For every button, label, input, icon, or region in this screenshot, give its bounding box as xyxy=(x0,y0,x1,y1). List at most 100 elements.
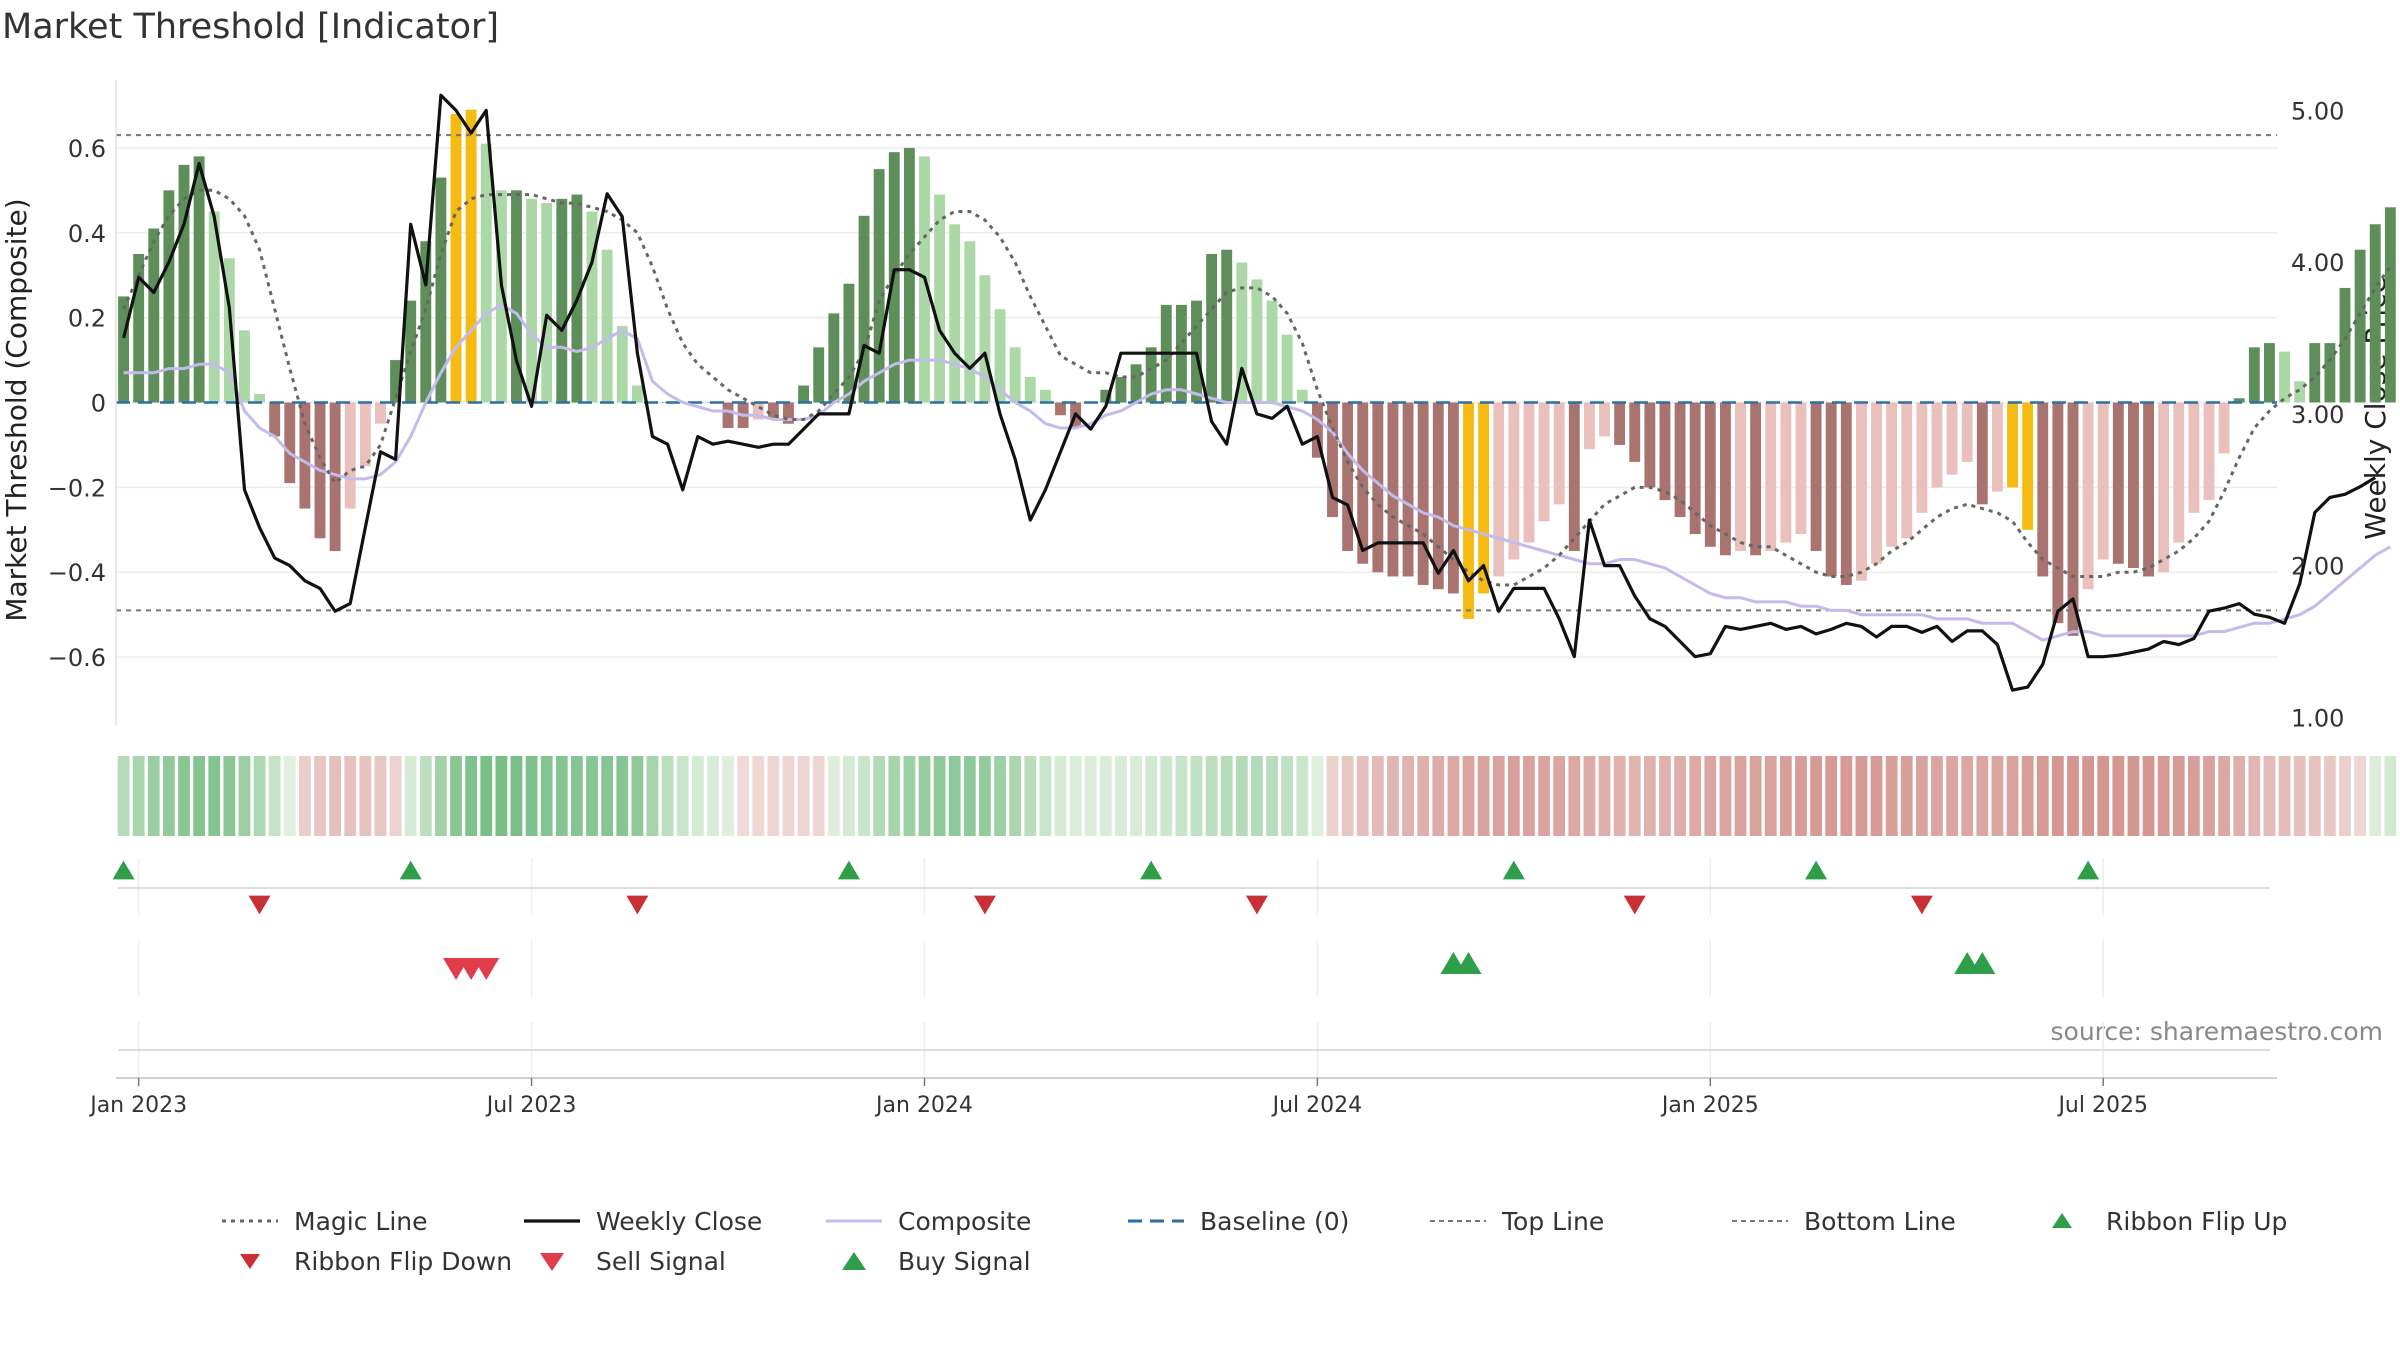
ribbon-cell xyxy=(1598,756,1611,836)
composite-bar xyxy=(828,313,840,403)
composite-bar xyxy=(2158,402,2170,573)
ribbon-cell xyxy=(767,756,780,836)
ribbon-cell xyxy=(1931,756,1943,836)
ribbon-cell xyxy=(2187,756,2200,836)
ribbon-cell xyxy=(948,756,961,836)
composite-bar xyxy=(1750,402,1762,556)
composite-bar xyxy=(1871,402,1882,564)
ribbon-cell xyxy=(404,756,417,836)
x-tick-label: Jan 2024 xyxy=(874,1093,973,1118)
composite-bar xyxy=(239,330,250,403)
composite-bar xyxy=(1327,402,1338,518)
ribbon-cell xyxy=(2248,756,2261,836)
composite-bar xyxy=(1674,402,1686,518)
ribbon-flip-down-marker xyxy=(973,895,996,915)
ribbon-cell xyxy=(1341,756,1354,836)
composite-bar xyxy=(511,190,522,403)
ribbon-cell xyxy=(1583,756,1596,836)
composite-bar xyxy=(118,296,129,403)
magic-line xyxy=(122,188,2392,587)
ribbon-cell xyxy=(1145,756,1158,836)
ribbon-cell xyxy=(1689,756,1702,836)
composite-bar xyxy=(1447,402,1459,594)
ribbon-cell xyxy=(827,756,840,836)
legend-item-bottom: Bottom Line xyxy=(1730,1206,2032,1236)
ribbon-cell xyxy=(737,756,750,836)
composite-bar xyxy=(1553,402,1565,505)
ribbon-cell xyxy=(2354,756,2367,836)
composite-bar xyxy=(949,224,961,403)
ribbon-cell xyxy=(2278,756,2291,836)
ribbon-cell xyxy=(193,756,206,836)
composite-bar xyxy=(148,228,160,403)
ribbon-cell xyxy=(117,756,130,836)
ribbon-cell xyxy=(1810,756,1822,836)
legend-item-buy: Buy Signal xyxy=(824,1246,1126,1276)
composite-bar xyxy=(1840,402,1852,585)
ribbon-cell xyxy=(1553,756,1566,836)
ribbon-cell xyxy=(1991,756,2004,836)
ribbon-cell xyxy=(1084,756,1097,836)
composite-bar xyxy=(1432,402,1444,590)
composite-bar xyxy=(903,147,915,403)
y-tick-right: 5.00 xyxy=(2291,97,2344,125)
ribbon-cell xyxy=(2006,756,2019,836)
ribbon-cell xyxy=(601,756,614,836)
ribbon-cell xyxy=(329,756,342,836)
ribbon-cell xyxy=(843,756,855,836)
legend-swatch xyxy=(826,1219,882,1223)
ribbon-flip-up-marker xyxy=(1140,860,1163,880)
composite-bar xyxy=(254,394,266,403)
composite-bar xyxy=(1281,334,1293,403)
composite-bar xyxy=(2339,287,2351,403)
composite-bar xyxy=(1402,402,1414,577)
composite-bar xyxy=(1523,402,1535,543)
ribbon-cell xyxy=(1356,756,1369,836)
ribbon-cell xyxy=(268,756,281,836)
ribbon-cell xyxy=(797,756,810,836)
ribbon-cell xyxy=(1613,756,1626,836)
ribbon-cell xyxy=(147,756,160,836)
composite-bar xyxy=(329,402,341,552)
composite-bar xyxy=(2384,207,2396,403)
ribbon-cell xyxy=(1719,756,1732,836)
ribbon-cell xyxy=(1779,756,1792,836)
legend-label: Magic Line xyxy=(294,1206,428,1236)
ribbon-cell xyxy=(435,756,447,836)
ribbon-flip-down-marker xyxy=(248,895,271,915)
legend-item-close: Weekly Close xyxy=(522,1206,824,1236)
chart-title: Market Threshold [Indicator] xyxy=(2,7,499,47)
ribbon-cell xyxy=(782,756,795,836)
composite-bar xyxy=(480,143,492,403)
ribbon-cell xyxy=(2233,756,2246,836)
composite-bar xyxy=(299,402,311,509)
ribbon-cell xyxy=(2323,756,2336,836)
ribbon-cell xyxy=(1115,756,1127,836)
ribbon-cell xyxy=(1296,756,1309,836)
ribbon-cell xyxy=(1417,756,1430,836)
composite-bar xyxy=(813,347,825,403)
composite-bar xyxy=(2218,402,2230,454)
ribbon-cell xyxy=(2384,756,2397,836)
ribbon-cell xyxy=(1885,756,1898,836)
ribbon-cell xyxy=(933,756,946,836)
ribbon-cell xyxy=(1130,756,1142,836)
legend-item-sell: Sell Signal xyxy=(522,1246,824,1276)
composite-bar xyxy=(2354,249,2366,403)
legend-swatch xyxy=(1128,1219,1184,1223)
ribbon-cell xyxy=(1961,756,1974,836)
composite-bar xyxy=(1599,402,1610,437)
composite-bar xyxy=(2309,343,2321,403)
composite-bar xyxy=(601,249,613,403)
legend-label: Composite xyxy=(898,1206,1032,1236)
ribbon-cell xyxy=(1870,756,1883,836)
composite-bar xyxy=(1296,389,1308,403)
composite-bar xyxy=(1100,389,1112,403)
composite-bar xyxy=(1629,402,1641,462)
composite-bar xyxy=(223,258,235,403)
composite-bar xyxy=(2097,402,2109,560)
composite-bar xyxy=(1810,402,1822,552)
composite-bar xyxy=(1493,402,1505,577)
ribbon-cell xyxy=(1009,756,1022,836)
